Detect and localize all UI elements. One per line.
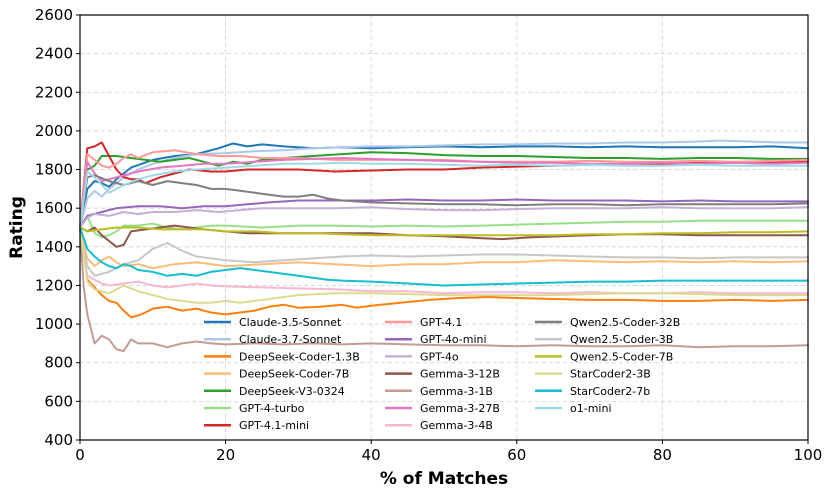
y-tick-label: 1000 [35, 315, 73, 333]
series-line-gpt-4-1 [79, 149, 809, 229]
plot-frame [79, 14, 809, 441]
x-tick-label: 20 [216, 446, 235, 464]
series-line-deepseek-coder-7b [79, 226, 809, 270]
y-tick-label: 1200 [35, 276, 73, 294]
legend-label: GPT-4.1-mini [239, 419, 309, 432]
legend-label: GPT-4o-mini [420, 333, 487, 346]
x-tick-label: 100 [794, 446, 823, 464]
series-line-gpt-4-turbo [79, 214, 809, 239]
legend-label: StarCoder2-7b [570, 385, 650, 398]
y-axis-label: Rating [7, 196, 27, 259]
y-tick-label: 600 [44, 392, 73, 410]
legend-label: GPT-4.1 [420, 316, 462, 329]
legend-label: Qwen2.5-Coder-7B [570, 350, 673, 363]
legend-label: o1-mini [570, 402, 612, 415]
y-tick-label: 2600 [35, 6, 73, 24]
legend-label: Gemma-3-4B [420, 419, 493, 432]
x-tick-label: 0 [75, 446, 85, 464]
legend-label: Gemma-3-12B [420, 368, 500, 381]
series-lines [79, 139, 809, 353]
legend-label: Qwen2.5-Coder-32B [570, 316, 680, 329]
legend-label: Claude-3.5-Sonnet [239, 316, 342, 329]
legend-label: Qwen2.5-Coder-3B [570, 333, 673, 346]
y-tick-label: 2000 [35, 122, 73, 140]
y-tick-label: 1800 [35, 161, 73, 179]
legend-label: Gemma-3-1B [420, 385, 493, 398]
x-axis-label: % of Matches [380, 469, 508, 489]
series-line-claude-3-7-sonnet [79, 139, 809, 229]
series-line-qwen2-5-coder-7b [79, 226, 809, 237]
legend-label: DeepSeek-Coder-7B [239, 368, 349, 381]
legend-label: DeepSeek-V3-0324 [239, 385, 345, 398]
x-tick-label: 60 [507, 446, 526, 464]
legend-label: StarCoder2-3B [570, 368, 651, 381]
series-line-starcoder2-7b [79, 226, 809, 287]
series-line-deepseek-coder-1-3b [79, 226, 809, 319]
series-line-gemma-3-1b [79, 226, 809, 353]
x-tick-label: 80 [653, 446, 672, 464]
y-tick-label: 2400 [35, 45, 73, 63]
axis-ticks: 4006008001000120014001600180020002200240… [35, 6, 823, 464]
series-line-claude-3-5-sonnet [79, 142, 809, 229]
legend-label: Claude-3.7-Sonnet [239, 333, 342, 346]
legend-label: DeepSeek-Coder-1.3B [239, 350, 360, 363]
y-tick-label: 1600 [35, 199, 73, 217]
series-line-qwen2-5-coder-32b [79, 174, 809, 229]
legend: Claude-3.5-Sonnet Claude-3.7-Sonnet DeepSe… [204, 316, 680, 432]
legend-label: GPT-4-turbo [239, 402, 305, 415]
y-tick-label: 2200 [35, 83, 73, 101]
series-line-gpt-4o [79, 206, 809, 229]
x-tick-label: 40 [362, 446, 381, 464]
y-tick-label: 1400 [35, 238, 73, 256]
legend-label: Gemma-3-27B [420, 402, 500, 415]
series-line-starcoder2-3b [79, 226, 809, 304]
legend-label: GPT-4o [420, 350, 459, 363]
series-line-gemma-3-4b [79, 226, 809, 295]
series-line-o1-mini [79, 161, 809, 229]
y-tick-label: 400 [44, 431, 73, 449]
series-line-qwen2-5-coder-3b [79, 226, 809, 277]
series-line-gemma-3-27b [79, 157, 809, 229]
y-tick-label: 800 [44, 354, 73, 372]
